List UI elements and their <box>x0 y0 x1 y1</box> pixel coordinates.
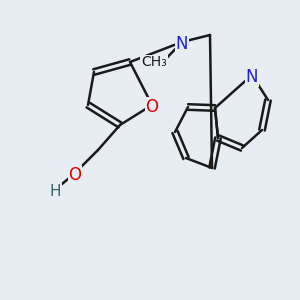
Text: CH₃: CH₃ <box>141 56 167 70</box>
Text: H: H <box>49 184 61 199</box>
Text: N: N <box>176 35 188 53</box>
Text: O: O <box>146 98 158 116</box>
Text: O: O <box>68 166 82 184</box>
Text: N: N <box>246 68 258 86</box>
